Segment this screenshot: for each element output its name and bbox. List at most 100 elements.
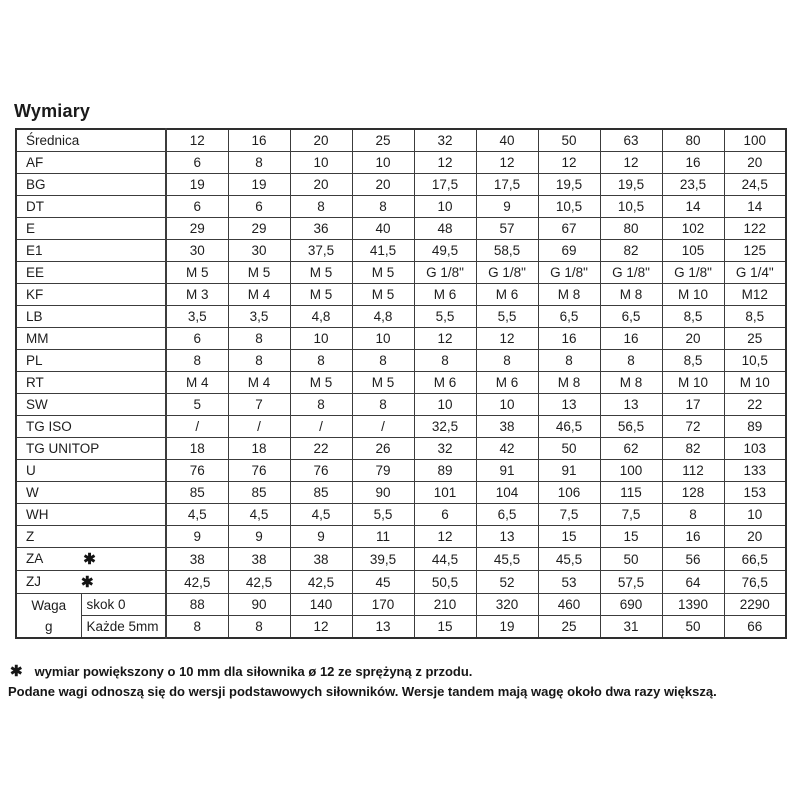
row-label-text: KF (26, 287, 44, 302)
cell-value: 39,5 (351, 547, 415, 571)
cell-value: 38 (165, 547, 229, 571)
asterisk-icon: ✱ (83, 551, 96, 568)
weight-label: Waga g (15, 593, 82, 639)
row-label-text: E (26, 221, 36, 236)
cell-value: 17,5 (413, 173, 477, 196)
cell-value: 8 (227, 327, 291, 350)
table-row: E 29 29 36 40 48 57 67 80 102 122 (15, 217, 787, 240)
row-label: LB (15, 305, 167, 328)
row-label-text: RT (26, 375, 44, 390)
row-label: KF (15, 283, 167, 306)
row-label-text: W (26, 485, 39, 500)
cell-value: 4,8 (351, 305, 415, 328)
cell-value: 90 (227, 593, 291, 616)
cell-value: 8 (289, 195, 353, 218)
row-label-text: SW (26, 397, 48, 412)
cell-value: 26 (351, 437, 415, 460)
row-label: SW (15, 393, 167, 416)
cell-value: 50 (661, 615, 725, 639)
cell-value: 1390 (661, 593, 725, 616)
cell-value: M 10 (661, 283, 725, 306)
footnote-1: ✱ wymiar powiększony o 10 mm dla siłownik… (8, 662, 798, 682)
cell-value: G 1/8" (413, 261, 477, 284)
table-row: E1 30 30 37,5 41,5 49,5 58,5 69 82 105 125 (15, 239, 787, 262)
cell-value: 50 (599, 547, 663, 571)
table-row: SW 5 7 8 8 10 10 13 13 17 22 (15, 393, 787, 416)
cell-value: 4,5 (289, 503, 353, 526)
cell-value: 15 (413, 615, 477, 639)
cell-value: 8 (227, 151, 291, 174)
cell-value: 12 (413, 327, 477, 350)
cell-value: 12 (413, 525, 477, 548)
cell-value: 12 (413, 151, 477, 174)
cell-value: 6,5 (537, 305, 601, 328)
cell-value: 16 (599, 327, 663, 350)
cell-value: 320 (475, 593, 539, 616)
cell-value: 4,8 (289, 305, 353, 328)
cell-value: 20 (351, 173, 415, 196)
cell-value: 80 (599, 217, 663, 240)
cell-value: 10 (413, 393, 477, 416)
column-header: 16 (227, 128, 291, 152)
table-row: Z 9 9 9 11 12 13 15 15 16 20 (15, 525, 787, 548)
cell-value: 76 (289, 459, 353, 482)
cell-value: 40 (351, 217, 415, 240)
column-header: 50 (537, 128, 601, 152)
cell-value: 10 (351, 327, 415, 350)
cell-value: M 8 (537, 283, 601, 306)
cell-value: 9 (227, 525, 291, 548)
cell-value: 32,5 (413, 415, 477, 438)
row-label: W (15, 481, 167, 504)
cell-value: 52 (475, 570, 539, 594)
cell-value: 104 (475, 481, 539, 504)
cell-value: M 8 (537, 371, 601, 394)
cell-value: 8 (289, 393, 353, 416)
footnote-1-text: wymiar powiększony o 10 mm dla siłownika… (34, 664, 473, 679)
cell-value: 6 (413, 503, 477, 526)
cell-value: 48 (413, 217, 477, 240)
cell-value: 460 (537, 593, 601, 616)
cell-value: 210 (413, 593, 477, 616)
cell-value: 102 (661, 217, 725, 240)
cell-value: 18 (165, 437, 229, 460)
cell-value: 17 (661, 393, 725, 416)
column-header: 25 (351, 128, 415, 152)
cell-value: 57 (475, 217, 539, 240)
cell-value: 13 (351, 615, 415, 639)
table-row: WH 4,5 4,5 4,5 5,5 6 6,5 7,5 7,5 8 10 (15, 503, 787, 526)
cell-value: M12 (723, 283, 787, 306)
cell-value: 42 (475, 437, 539, 460)
cell-value: M 4 (227, 283, 291, 306)
cell-value: 16 (537, 327, 601, 350)
table-row: PL 8 8 8 8 8 8 8 8 8,5 10,5 (15, 349, 787, 372)
cell-value: M 4 (227, 371, 291, 394)
cell-value: 19,5 (537, 173, 601, 196)
cell-value: M 6 (413, 283, 477, 306)
row-label-text: MM (26, 331, 49, 346)
cell-value: 36 (289, 217, 353, 240)
row-label: E1 (15, 239, 167, 262)
weight-row: Każde 5mm 8 8 12 13 15 19 25 31 50 66 (16, 615, 787, 639)
cell-value: 23,5 (661, 173, 725, 196)
table-header-row: Średnica 12 16 20 25 32 40 50 63 80 100 (15, 128, 787, 152)
cell-value: 32 (413, 437, 477, 460)
cell-value: 8 (599, 349, 663, 372)
cell-value: 22 (723, 393, 787, 416)
cell-value: 13 (475, 525, 539, 548)
cell-value: 18 (227, 437, 291, 460)
weight-label-line2: g (44, 618, 53, 634)
row-label: U (15, 459, 167, 482)
cell-value: 79 (351, 459, 415, 482)
cell-value: 30 (227, 239, 291, 262)
cell-value: 8 (475, 349, 539, 372)
cell-value: 140 (289, 593, 353, 616)
cell-value: 42,5 (289, 570, 353, 594)
cell-value: G 1/8" (599, 261, 663, 284)
cell-value: 12 (537, 151, 601, 174)
row-label: MM (15, 327, 167, 350)
cell-value: M 5 (289, 371, 353, 394)
cell-value: 19 (227, 173, 291, 196)
cell-value: 105 (661, 239, 725, 262)
cell-value: 10,5 (599, 195, 663, 218)
